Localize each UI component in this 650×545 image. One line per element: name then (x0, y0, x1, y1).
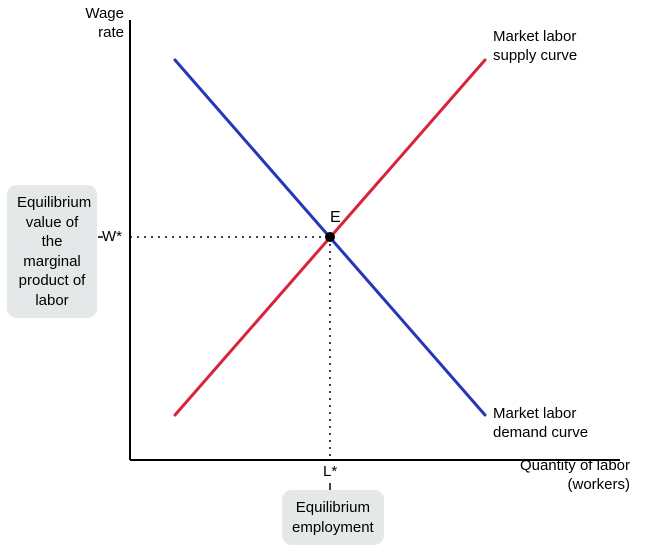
demand-curve-label: Market labordemand curve (493, 405, 588, 443)
chart-svg (0, 0, 650, 530)
chart-stage: Wagerate Quantity of labor(workers) Mark… (0, 0, 650, 530)
equilibrium-employment-callout: Equilibriumemployment (282, 490, 384, 545)
marginal-product-callout: Equilibriumvalue of themarginalproduct o… (7, 185, 97, 318)
x-axis-label: Quantity of labor(workers) (490, 457, 630, 495)
supply-curve-label: Market laborsupply curve (493, 28, 577, 66)
w-star-label: W* (102, 228, 122, 247)
equilibrium-point-label: E (330, 208, 341, 228)
l-star-label: L* (323, 463, 337, 482)
equilibrium-dot (325, 232, 335, 242)
y-axis-label: Wagerate (85, 5, 124, 43)
